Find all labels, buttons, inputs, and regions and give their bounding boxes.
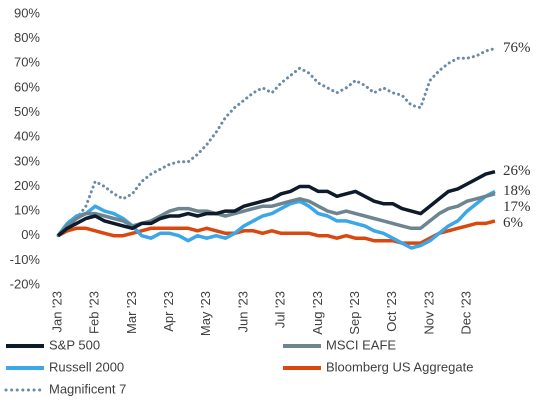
legend-label: S&P 500	[49, 337, 100, 352]
y-tick-label: 50%	[14, 104, 40, 119]
y-tick-label: 60%	[14, 79, 40, 94]
legend-label: MSCI EAFE	[326, 337, 396, 352]
y-tick-label: 70%	[14, 55, 40, 70]
x-tick-label: Dec '23	[459, 291, 474, 335]
series-line	[56, 170, 496, 238]
legend-label: Magnificent 7	[49, 381, 126, 396]
series-line	[57, 219, 496, 245]
x-tick-label: Oct '23	[384, 291, 399, 332]
y-tick-label: 80%	[14, 30, 40, 45]
y-tick-label: 90%	[14, 5, 40, 20]
series-line	[56, 47, 497, 238]
x-tick-label: May '23	[198, 291, 213, 336]
y-tick-label: -10%	[10, 252, 41, 267]
y-tick-label: 30%	[14, 153, 40, 168]
y-tick-label: 0%	[21, 227, 40, 242]
x-tick-label: Jun '23	[235, 291, 250, 333]
y-tick-label: 20%	[14, 178, 40, 193]
x-tick-label: Jul '23	[273, 291, 288, 328]
legend-label: Bloomberg US Aggregate	[326, 359, 473, 374]
y-tick-label: 10%	[14, 203, 40, 218]
end-label: 26%	[503, 163, 531, 179]
x-tick-label: Feb '23	[87, 291, 102, 334]
end-label: 17%	[503, 199, 531, 215]
x-tick-label: Jan '23	[49, 291, 64, 333]
x-tick-label: Apr '23	[161, 291, 176, 332]
end-label: 6%	[503, 215, 523, 231]
legend-label: Russell 2000	[49, 359, 124, 374]
y-tick-label: -20%	[10, 276, 41, 291]
end-label: 18%	[503, 183, 531, 199]
x-tick-label: Mar '23	[124, 291, 139, 334]
end-label: 76%	[503, 40, 531, 56]
x-tick-label: Aug '23	[310, 291, 325, 335]
x-tick-label: Sep '23	[347, 291, 362, 335]
y-tick-label: 40%	[14, 129, 40, 144]
series-line	[56, 192, 496, 237]
x-tick-label: Nov '23	[421, 291, 436, 335]
